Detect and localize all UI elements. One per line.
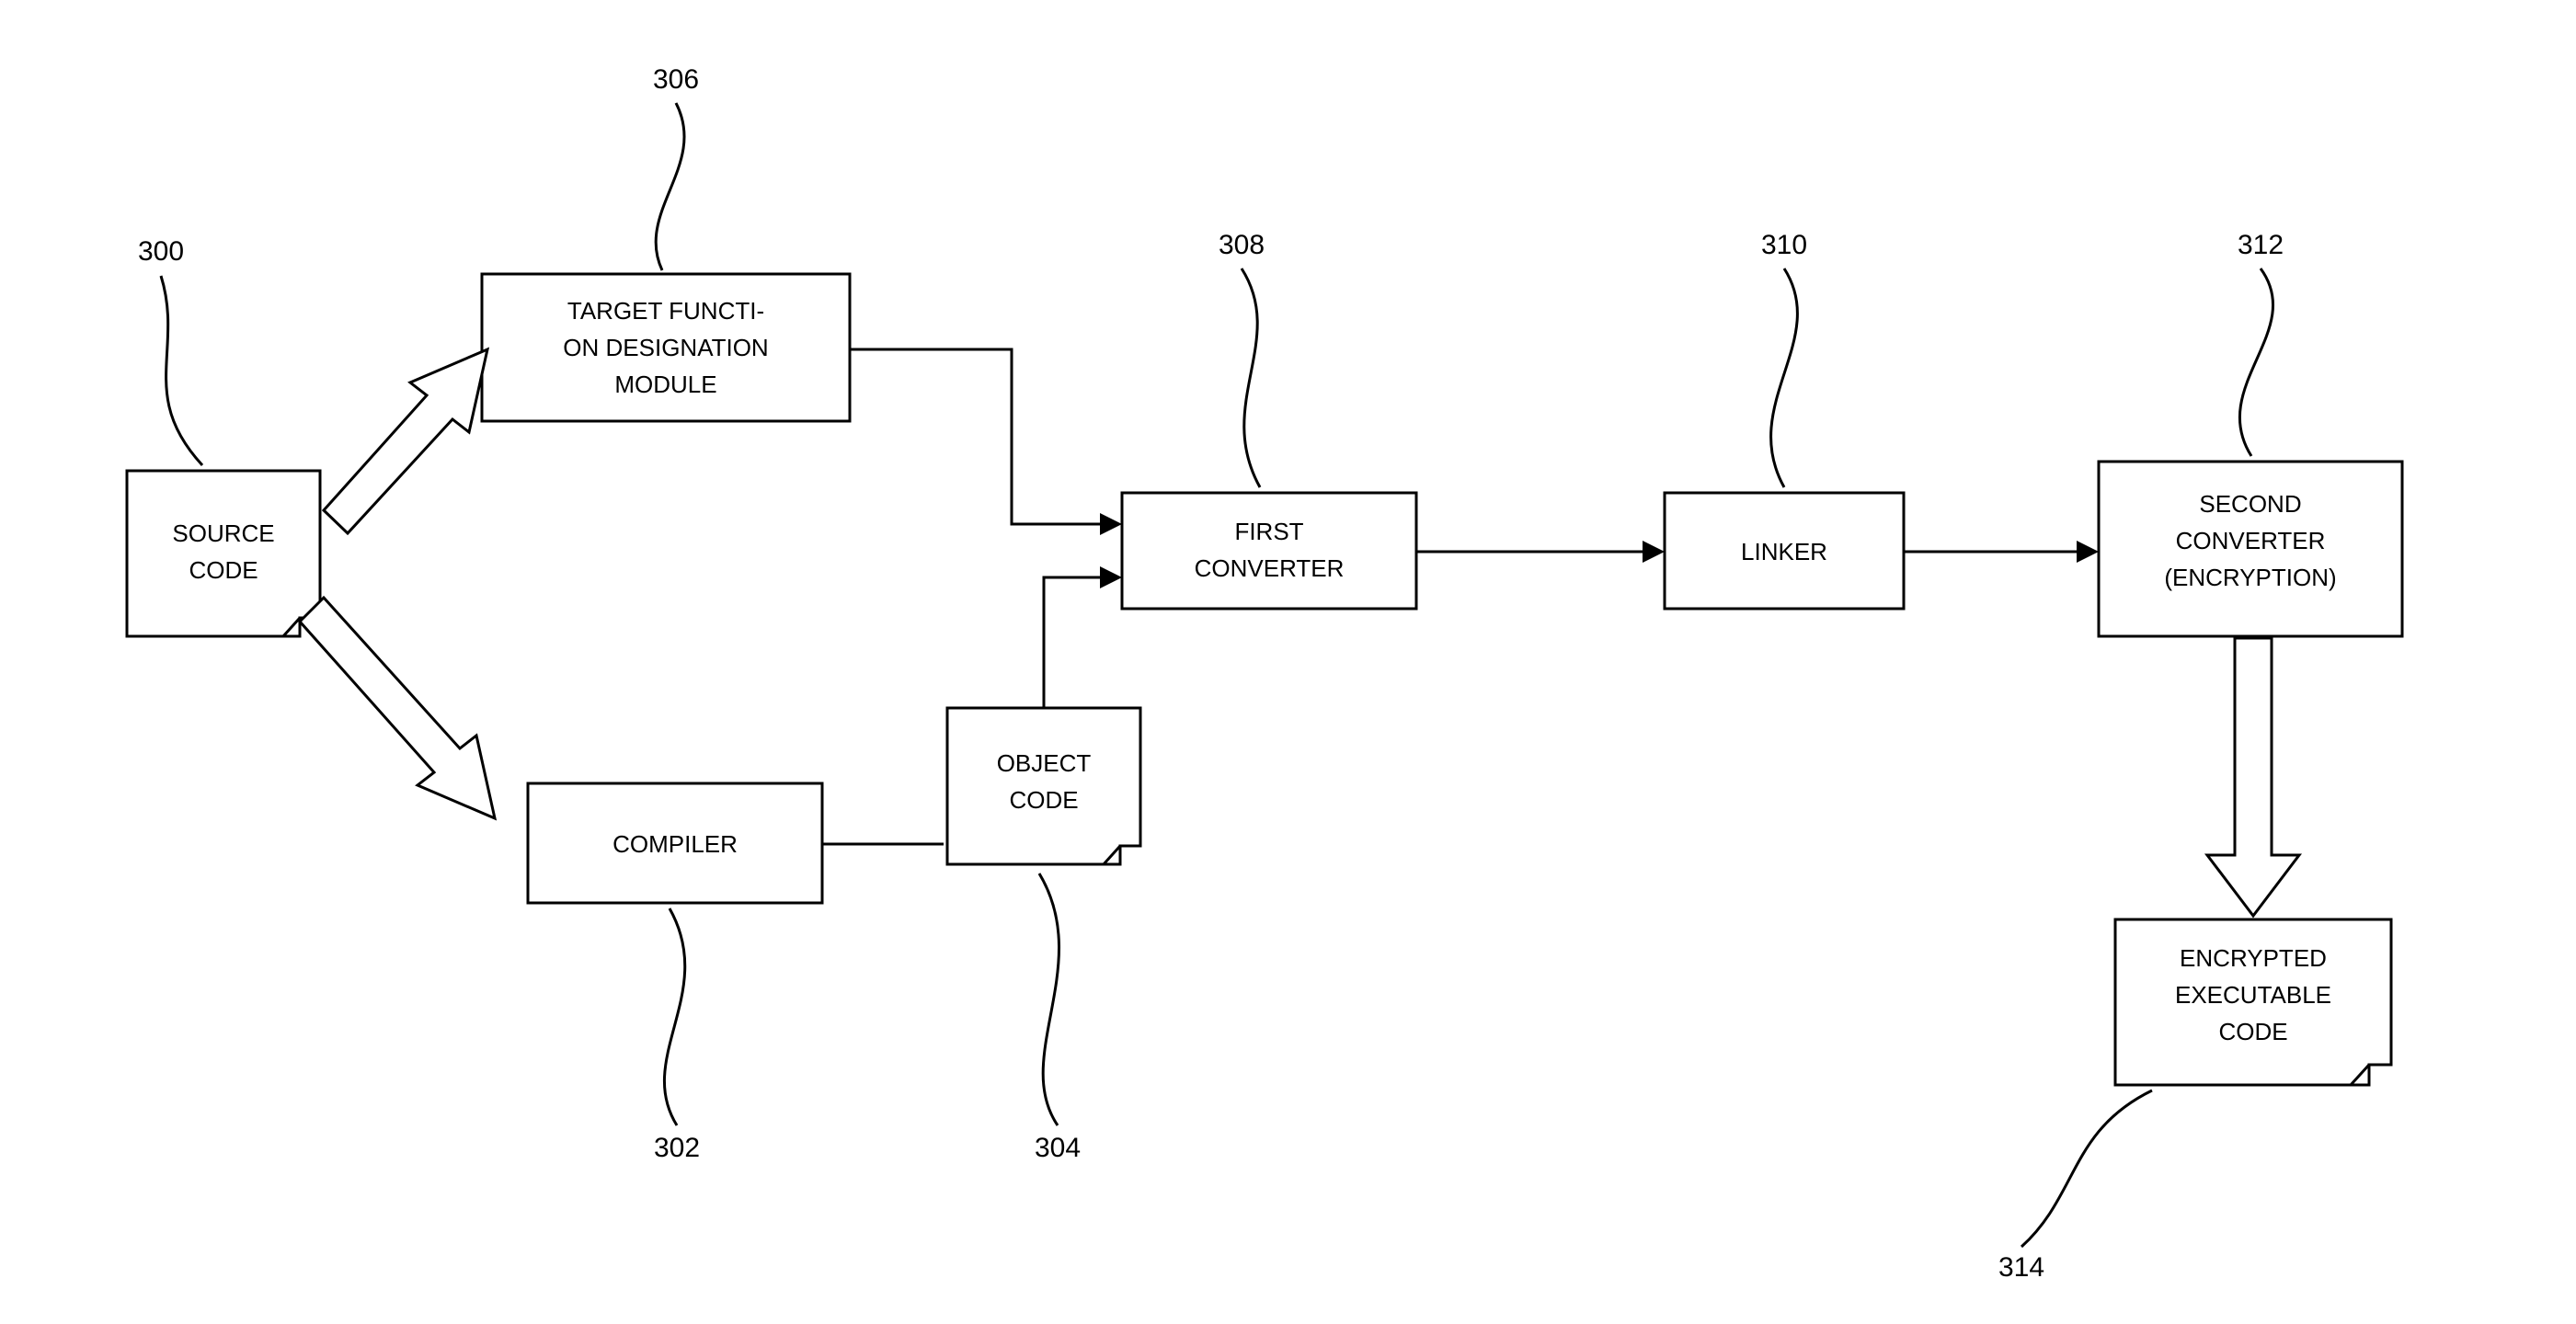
refnum-300: 300 (138, 236, 184, 267)
leader-312 (2239, 268, 2273, 456)
second-conv-line2: CONVERTER (2176, 527, 2326, 554)
first-conv-line2: CONVERTER (1195, 554, 1345, 582)
arrow-source-to-target (324, 349, 487, 533)
target-func-line3: MODULE (614, 371, 716, 398)
linker-line1: LINKER (1741, 538, 1827, 565)
second-conv-line3: (ENCRYPTION) (2164, 564, 2336, 591)
node-source-code: SOURCE CODE (127, 471, 320, 636)
leader-302 (664, 908, 684, 1125)
leader-310 (1771, 268, 1798, 487)
node-first-converter: FIRST CONVERTER (1122, 493, 1416, 609)
refnum-302: 302 (654, 1133, 700, 1163)
refnum-312: 312 (2238, 230, 2284, 260)
edge-target-to-firstconv (850, 349, 1116, 524)
arrow-secondconv-to-encrypted (2207, 638, 2299, 916)
source-code-line2: CODE (189, 556, 258, 584)
arrow-source-to-compiler (300, 598, 495, 818)
encrypted-line3: CODE (2218, 1018, 2287, 1045)
rect (1122, 493, 1416, 609)
refnum-304: 304 (1035, 1133, 1081, 1163)
node-compiler: COMPILER (528, 783, 822, 903)
node-second-converter: SECOND CONVERTER (ENCRYPTION) (2099, 462, 2402, 636)
compiler-line1: COMPILER (613, 830, 738, 858)
object-code-line1: OBJECT (997, 749, 1092, 777)
target-func-line1: TARGET FUNCTI- (567, 297, 764, 325)
node-object-code: OBJECT CODE (947, 708, 1140, 864)
leader-314 (2021, 1090, 2152, 1247)
refnum-314: 314 (1998, 1252, 2044, 1283)
first-conv-line1: FIRST (1234, 518, 1303, 545)
leader-300 (161, 276, 202, 465)
source-code-line1: SOURCE (172, 519, 274, 547)
node-encrypted-code: ENCRYPTED EXECUTABLE CODE (2115, 919, 2391, 1085)
second-conv-line1: SECOND (2199, 490, 2301, 518)
leader-304 (1039, 873, 1059, 1125)
doc-shape (127, 471, 320, 636)
leader-308 (1242, 268, 1260, 487)
refnum-306: 306 (653, 64, 699, 95)
refnum-310: 310 (1761, 230, 1807, 260)
node-linker: LINKER (1665, 493, 1904, 609)
encrypted-line1: ENCRYPTED (2180, 944, 2327, 972)
leader-306 (656, 103, 684, 270)
encrypted-line2: EXECUTABLE (2175, 981, 2331, 1009)
refnum-308: 308 (1219, 230, 1265, 260)
node-target-function: TARGET FUNCTI- ON DESIGNATION MODULE (482, 274, 850, 421)
edge-object-to-firstconv (1044, 577, 1116, 708)
target-func-line2: ON DESIGNATION (563, 334, 768, 361)
object-code-line2: CODE (1009, 786, 1078, 814)
